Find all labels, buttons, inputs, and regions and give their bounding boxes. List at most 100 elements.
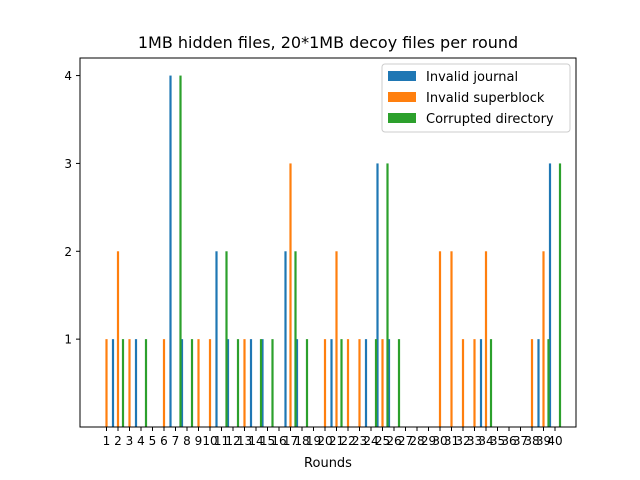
bar-invalid-journal-round-2 — [111, 339, 115, 427]
x-tick-label: 20 — [317, 434, 332, 448]
x-tick-label: 6 — [160, 434, 168, 448]
bar-invalid-journal-round-8 — [180, 339, 184, 427]
x-tick-label: 38 — [524, 434, 539, 448]
y-tick-label: 2 — [64, 245, 72, 259]
x-tick-label: 19 — [306, 434, 321, 448]
bar-invalid-journal-round-7 — [169, 75, 172, 427]
bar-corrupted-directory-round-12 — [236, 339, 240, 427]
bar-corrupted-directory-round-26 — [397, 339, 401, 427]
bar-invalid-journal-round-40 — [548, 163, 552, 427]
x-tick-label: 40 — [547, 434, 562, 448]
bar-invalid-superblock-round-10 — [208, 339, 212, 427]
x-tick-label: 10 — [202, 434, 217, 448]
bar-corrupted-directory-round-7 — [179, 75, 182, 427]
bar-invalid-superblock-round-6 — [162, 339, 166, 427]
bar-invalid-superblock-round-1 — [105, 339, 108, 427]
bar-invalid-journal-round-12 — [226, 339, 230, 427]
bar-invalid-superblock-round-22 — [346, 339, 350, 427]
bar-corrupted-directory-round-18 — [305, 339, 309, 427]
bar-invalid-journal-round-18 — [295, 339, 299, 427]
bars-group — [105, 75, 562, 427]
legend-swatch — [388, 71, 416, 81]
bar-invalid-journal-round-39 — [537, 339, 540, 427]
bar-invalid-superblock-round-30 — [438, 251, 442, 427]
bar-invalid-superblock-round-3 — [128, 339, 131, 427]
x-tick-label: 39 — [536, 434, 551, 448]
x-axis-label: Rounds — [304, 456, 352, 471]
bar-invalid-journal-round-21 — [330, 339, 333, 427]
x-tick-label: 16 — [271, 434, 286, 448]
x-tick-label: 25 — [375, 434, 390, 448]
y-tick-label: 4 — [64, 69, 72, 83]
x-tick-label: 7 — [172, 434, 180, 448]
bar-invalid-journal-round-4 — [134, 339, 138, 427]
bar-invalid-superblock-round-33 — [473, 339, 476, 427]
x-tick-label: 36 — [501, 434, 516, 448]
x-tick-label: 27 — [398, 434, 413, 448]
x-tick-label: 32 — [455, 434, 470, 448]
bar-corrupted-directory-round-2 — [121, 339, 125, 427]
bar-invalid-superblock-round-13 — [243, 339, 246, 427]
bar-invalid-superblock-round-2 — [116, 251, 120, 427]
x-tick-label: 31 — [444, 434, 459, 448]
bar-invalid-superblock-round-21 — [335, 251, 338, 427]
bar-corrupted-directory-round-14 — [259, 339, 263, 427]
x-tick-label: 28 — [409, 434, 424, 448]
y-tick-label: 1 — [64, 333, 72, 347]
x-tick-label: 3 — [126, 434, 134, 448]
x-tick-label: 33 — [467, 434, 482, 448]
bar-invalid-journal-round-11 — [215, 251, 218, 427]
y-tick-label: 3 — [64, 157, 72, 171]
bar-corrupted-directory-round-34 — [489, 339, 493, 427]
x-tick-label: 5 — [149, 434, 157, 448]
bar-invalid-superblock-round-23 — [358, 339, 361, 427]
bar-corrupted-directory-round-8 — [190, 339, 194, 427]
legend-label: Corrupted directory — [426, 112, 554, 127]
x-tick-label: 8 — [183, 434, 191, 448]
legend: Invalid journal Invalid superblock Corrupt… — [381, 63, 571, 133]
bar-invalid-superblock-round-9 — [197, 339, 200, 427]
x-tick-label: 37 — [513, 434, 528, 448]
bar-invalid-superblock-round-17 — [289, 163, 292, 427]
bar-corrupted-directory-round-15 — [271, 339, 274, 427]
bar-corrupted-directory-round-24 — [374, 339, 378, 427]
x-tick-label: 17 — [283, 434, 298, 448]
x-tick-label: 9 — [195, 434, 203, 448]
bar-invalid-journal-round-15 — [261, 339, 264, 427]
bar-invalid-superblock-round-20 — [323, 339, 327, 427]
legend-swatch — [388, 113, 416, 123]
bar-corrupted-directory-round-21 — [340, 339, 343, 427]
x-tick-label: 30 — [432, 434, 447, 448]
bar-invalid-journal-round-25 — [376, 163, 379, 427]
bar-invalid-superblock-round-38 — [530, 339, 534, 427]
bar-corrupted-directory-round-4 — [144, 339, 148, 427]
x-tick-label: 34 — [478, 434, 493, 448]
bar-corrupted-directory-round-40 — [558, 163, 562, 427]
bar-invalid-journal-round-24 — [364, 339, 368, 427]
x-tick-label: 24 — [363, 434, 378, 448]
x-tick-label: 26 — [386, 434, 401, 448]
legend-swatch — [388, 92, 416, 102]
x-tick-label: 2 — [114, 434, 122, 448]
bar-invalid-superblock-round-39 — [542, 251, 545, 427]
legend-label: Invalid journal — [426, 70, 518, 85]
bar-invalid-superblock-round-25 — [381, 339, 384, 427]
legend-label: Invalid superblock — [426, 91, 545, 106]
x-tick-label: 4 — [137, 434, 145, 448]
bar-invalid-superblock-round-31 — [450, 251, 453, 427]
bar-invalid-journal-round-26 — [387, 339, 391, 427]
x-tick-label: 1 — [103, 434, 111, 448]
bar-corrupted-directory-round-39 — [547, 339, 550, 427]
bar-invalid-journal-round-14 — [249, 339, 253, 427]
x-tick-label: 35 — [490, 434, 505, 448]
bar-corrupted-directory-round-11 — [225, 251, 228, 427]
x-tick-label: 22 — [340, 434, 355, 448]
x-tick-label: 29 — [421, 434, 436, 448]
x-tick-label: 12 — [225, 434, 240, 448]
x-tick-label: 23 — [352, 434, 367, 448]
chart-title: 1MB hidden files, 20*1MB decoy files per… — [138, 33, 518, 52]
x-tick-label: 11 — [214, 434, 229, 448]
x-tick-label: 14 — [248, 434, 263, 448]
x-tick-label: 18 — [294, 434, 309, 448]
